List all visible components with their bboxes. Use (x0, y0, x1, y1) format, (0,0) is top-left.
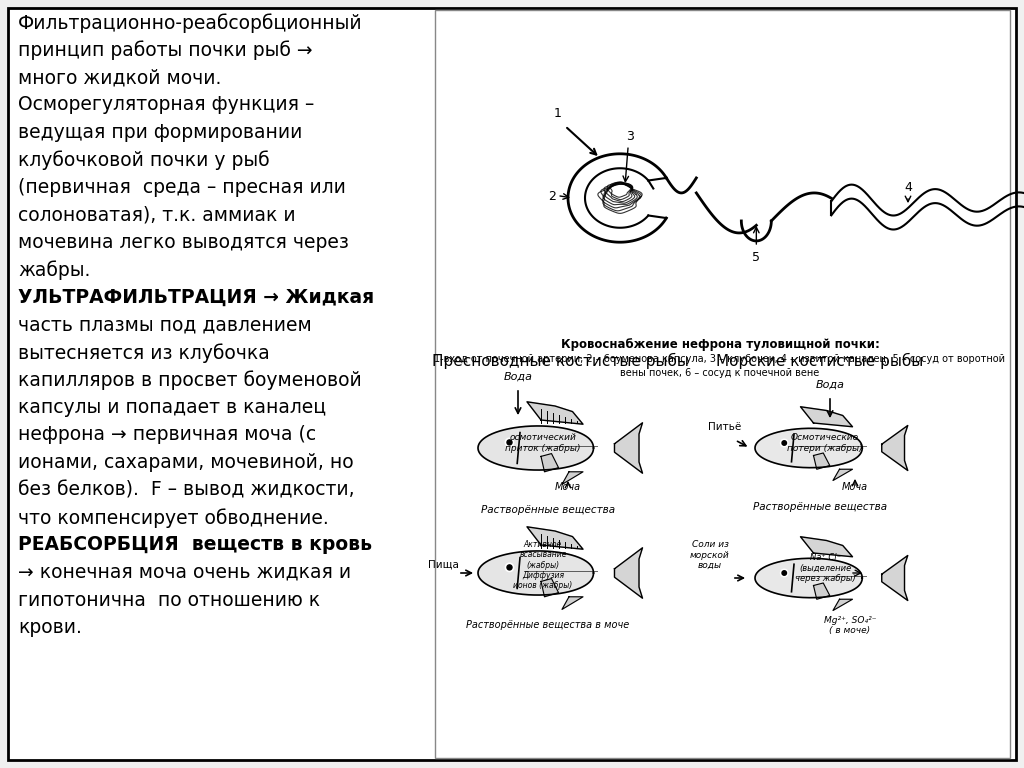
Circle shape (507, 440, 512, 445)
Text: Соли из
морской
воды: Соли из морской воды (690, 540, 730, 570)
Text: Вода: Вода (815, 380, 845, 390)
Polygon shape (833, 599, 853, 611)
Bar (435, 10, 1010, 758)
Text: часть плазмы под давлением: часть плазмы под давлением (18, 316, 311, 335)
Text: Na⁺ Cl⁻
(выделение
через жабры): Na⁺ Cl⁻ (выделение через жабры) (795, 553, 855, 583)
Text: Пища: Пища (428, 560, 459, 570)
Text: крови.: крови. (18, 618, 82, 637)
Text: солоноватая), т.к. аммиак и: солоноватая), т.к. аммиак и (18, 206, 296, 224)
Polygon shape (813, 453, 829, 469)
Text: Моча: Моча (555, 482, 581, 492)
Polygon shape (614, 423, 642, 473)
Text: Осморегуляторная функция –: Осморегуляторная функция – (18, 95, 314, 114)
Polygon shape (527, 527, 583, 549)
Text: Питьё: Питьё (709, 422, 741, 432)
Text: мочевина легко выводятся через: мочевина легко выводятся через (18, 233, 349, 252)
Text: Моча: Моча (842, 482, 868, 492)
Polygon shape (562, 597, 583, 609)
Text: Растворённые вещества: Растворённые вещества (481, 505, 615, 515)
Text: Растворённые вещества в моче: Растворённые вещества в моче (466, 620, 630, 630)
Text: нефрона → первичная моча (с: нефрона → первичная моча (с (18, 425, 316, 445)
Text: Фильтрационно-реабсорбционный: Фильтрационно-реабсорбционный (18, 13, 362, 33)
Polygon shape (562, 472, 583, 485)
Polygon shape (755, 429, 862, 468)
Polygon shape (801, 407, 853, 427)
Text: гипотонична  по отношению к: гипотонична по отношению к (18, 591, 321, 610)
Text: Кровоснабжение нефрона туловищной почки:: Кровоснабжение нефрона туловищной почки: (560, 338, 880, 351)
Text: 2: 2 (548, 190, 556, 203)
Text: Пресноводные костистые рыбы: Пресноводные костистые рыбы (431, 353, 688, 369)
Text: Осмотические
потери (жабры): Осмотические потери (жабры) (787, 433, 863, 452)
Circle shape (782, 441, 786, 445)
Text: капсулы и попадает в каналец: капсулы и попадает в каналец (18, 398, 326, 417)
Polygon shape (478, 426, 594, 470)
Text: Растворённые вещества: Растворённые вещества (753, 502, 887, 512)
Polygon shape (801, 537, 853, 557)
Text: Вода: Вода (504, 372, 532, 382)
Text: что компенсирует обводнение.: что компенсирует обводнение. (18, 508, 329, 528)
Polygon shape (755, 558, 862, 598)
Text: вытесняется из клубочка: вытесняется из клубочка (18, 343, 269, 362)
Text: Морские костистые рыбы: Морские костистые рыбы (717, 353, 924, 369)
Circle shape (507, 565, 512, 570)
Circle shape (780, 439, 788, 447)
Text: ведущая при формировании: ведущая при формировании (18, 123, 302, 142)
Text: 1-вход от почечной артерии, 2 – боуменова капсула, 3 – клубочек, 4 – извитой кан: 1-вход от почечной артерии, 2 – боуменов… (434, 354, 1006, 364)
Text: осмотический
приток (жабры): осмотический приток (жабры) (505, 433, 581, 452)
Text: много жидкой мочи.: много жидкой мочи. (18, 68, 221, 87)
Text: принцип работы почки рыб →: принцип работы почки рыб → (18, 41, 312, 60)
Circle shape (782, 571, 786, 575)
Text: ионами, сахарами, мочевиной, но: ионами, сахарами, мочевиной, но (18, 453, 353, 472)
Circle shape (505, 439, 514, 447)
Polygon shape (541, 454, 558, 472)
Text: клубочковой почки у рыб: клубочковой почки у рыб (18, 151, 269, 170)
Text: капилляров в просвет боуменовой: капилляров в просвет боуменовой (18, 370, 361, 390)
Polygon shape (882, 555, 907, 601)
Circle shape (505, 563, 514, 571)
Polygon shape (478, 551, 594, 595)
Text: без белков).  F – вывод жидкости,: без белков). F – вывод жидкости, (18, 481, 354, 499)
Text: → конечная моча очень жидкая и: → конечная моча очень жидкая и (18, 563, 351, 582)
Text: 1: 1 (554, 107, 562, 120)
Polygon shape (833, 469, 853, 481)
Text: жабры.: жабры. (18, 260, 90, 280)
Text: Mg²⁺, SO₄²⁻
( в моче): Mg²⁺, SO₄²⁻ ( в моче) (823, 616, 877, 635)
Polygon shape (813, 583, 829, 599)
Polygon shape (527, 402, 583, 424)
Text: Активное
всасывание
(жабры)
Диффузия
ионов (жабры): Активное всасывание (жабры) Диффузия ион… (513, 540, 572, 591)
Polygon shape (882, 425, 907, 471)
Polygon shape (614, 548, 642, 598)
Circle shape (780, 569, 788, 577)
Text: УЛЬТРАФИЛЬТРАЦИЯ → Жидкая: УЛЬТРАФИЛЬТРАЦИЯ → Жидкая (18, 288, 374, 307)
Text: 4: 4 (904, 181, 912, 194)
Text: вены почек, 6 – сосуд к почечной вене: вены почек, 6 – сосуд к почечной вене (621, 368, 819, 378)
Text: (первичная  среда – пресная или: (первичная среда – пресная или (18, 178, 346, 197)
Text: 5: 5 (753, 251, 761, 264)
Polygon shape (541, 578, 558, 597)
Text: 3: 3 (626, 130, 634, 143)
Text: РЕАБСОРБЦИЯ  веществ в кровь: РЕАБСОРБЦИЯ веществ в кровь (18, 535, 372, 554)
